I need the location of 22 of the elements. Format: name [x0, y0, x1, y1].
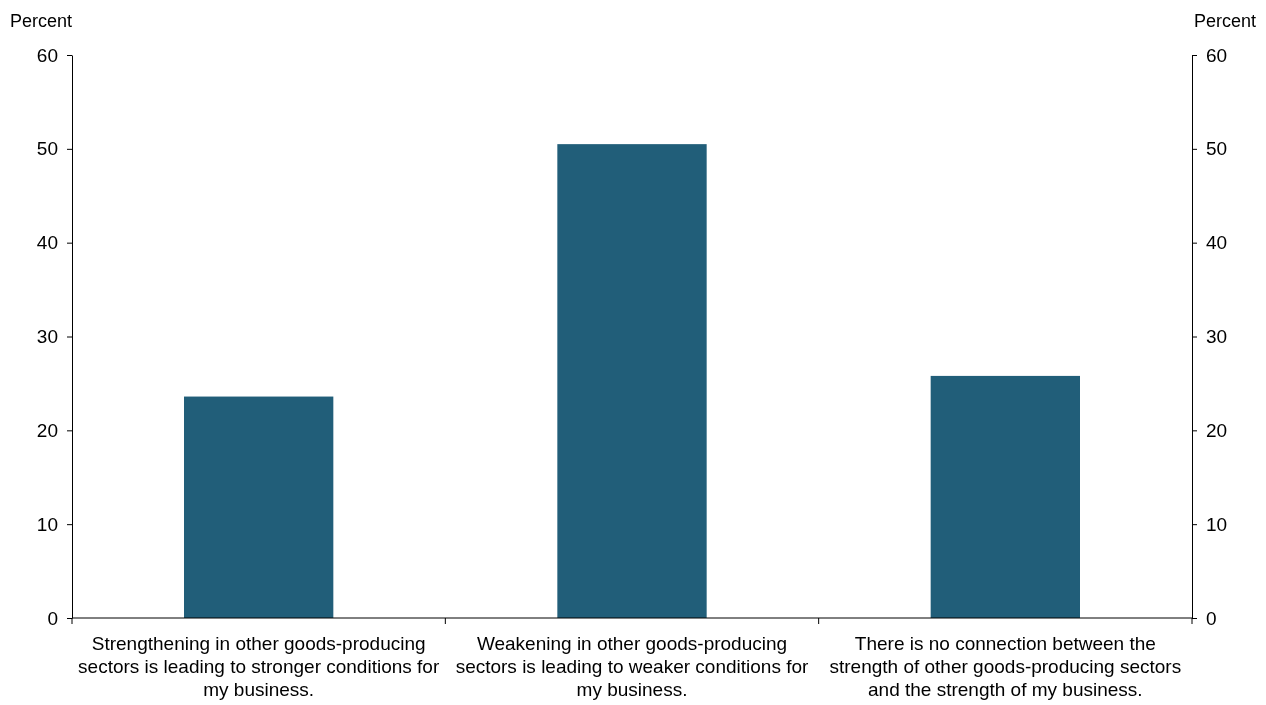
y2-tick-label: 10 — [1206, 513, 1228, 535]
bar — [930, 375, 1080, 618]
y2-tick-label: 60 — [1206, 44, 1228, 66]
y2-tick-label: 0 — [1206, 607, 1217, 629]
x-tick-label: Strengthening in other goods-producing sectors is leading to stronger conditions for my business. — [78, 633, 440, 700]
y-tick-label: 40 — [36, 232, 58, 254]
x-tick-label: Weakening in other goods-producing sectors is leading to weaker conditions for my business. — [455, 633, 810, 700]
bar — [557, 144, 707, 618]
y2-tick-label: 20 — [1206, 419, 1228, 441]
y-tick-label: 60 — [36, 44, 58, 66]
y2-tick-label: 50 — [1206, 138, 1228, 160]
y2-tick-label: 40 — [1206, 232, 1228, 254]
bar — [184, 396, 334, 618]
y-axis-title: Percent — [10, 11, 73, 31]
y-tick-label: 20 — [36, 419, 58, 441]
y2-tick-label: 30 — [1206, 326, 1228, 348]
y-tick-label: 0 — [47, 607, 58, 629]
y-tick-label: 50 — [36, 138, 58, 160]
y-tick-label: 10 — [36, 513, 58, 535]
y2-axis-title: Percent — [1193, 11, 1256, 31]
y-tick-label: 30 — [36, 326, 58, 348]
x-tick-label: There is no connection between the strength of other goods-producing sectors and the strength of my business. — [829, 633, 1182, 700]
